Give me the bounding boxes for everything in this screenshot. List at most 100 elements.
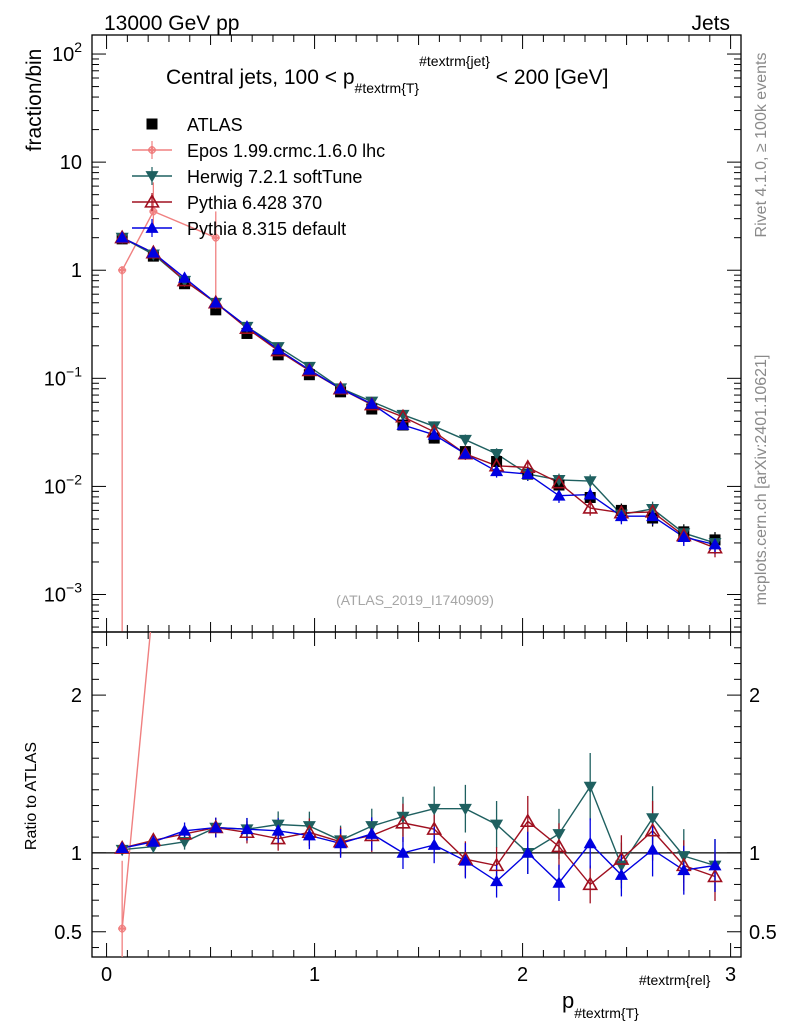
header-left: 13000 GeV pp	[104, 12, 239, 35]
main-ytick-label: 10−1	[44, 363, 82, 390]
ratio-ytick-label: 0.5	[54, 922, 82, 944]
main-ytick-label: 102	[52, 39, 82, 66]
pythia8-marker	[583, 836, 597, 849]
pythia8-marker	[614, 868, 628, 880]
herwig-marker	[396, 409, 410, 422]
legend-label: ATLAS	[187, 115, 243, 135]
pythia8-marker	[552, 489, 566, 501]
x-axis-label: p#textrm{T} #textrm{rel}	[562, 972, 711, 1021]
pythia8-marker	[427, 428, 441, 440]
ratio-ytick-label-right: 0.5	[749, 922, 777, 944]
epos-line	[121, 632, 152, 929]
pythia8-marker	[490, 464, 504, 477]
title-subscript: #textrm{T}	[355, 80, 420, 96]
herwig-marker	[490, 819, 504, 831]
main-ytick-label: 10−2	[44, 471, 82, 498]
rivet-version-label: Rivet 4.1.0, ≥ 100k events	[753, 53, 770, 238]
pythia8-marker	[521, 846, 535, 858]
pythia6-marker	[551, 838, 567, 853]
pythia8-marker	[178, 824, 192, 836]
xtick-label: 0	[101, 964, 112, 986]
xlabel-superscript: #textrm{rel}	[639, 972, 711, 988]
herwig-marker	[427, 421, 441, 433]
xlabel-main: p	[562, 988, 574, 1013]
pythia8-marker	[302, 829, 316, 841]
title-superscript: #textrm{jet}	[419, 53, 490, 69]
herwig-marker	[552, 474, 566, 487]
herwig-marker	[646, 813, 660, 825]
herwig-marker	[583, 781, 597, 794]
pythia6-marker	[426, 821, 443, 835]
pythia8-marker	[115, 841, 129, 854]
pythia6-marker	[644, 822, 661, 837]
pythia8-marker	[708, 858, 722, 871]
epos-marker-ring	[118, 924, 126, 933]
main-ytick-label: 10	[60, 152, 82, 174]
legend-label: Pythia 6.428 370	[187, 193, 322, 213]
pythia8-marker	[115, 231, 129, 243]
mcplots-label: mcplots.cern.ch [arXiv:2401.10621]	[753, 355, 770, 606]
main-ytick-label: 10−3	[44, 580, 82, 607]
header-right: Jets	[691, 12, 730, 35]
pythia8-marker	[146, 835, 160, 847]
main-ylabel: fraction/bin	[23, 49, 46, 152]
pythia8-marker	[271, 342, 285, 355]
pythia8-marker	[396, 846, 410, 858]
main-plot: 102 10 1 10−1 10−2 10−3	[44, 34, 742, 633]
herwig-marker	[365, 821, 379, 833]
herwig-marker	[458, 803, 472, 816]
legend-item-pythia8: Pythia 8.315 default	[132, 219, 346, 239]
main-title: Central jets, 100 < p#textrm{T} #textrm{j…	[166, 53, 608, 96]
analysis-watermark: (ATLAS_2019_I1740909)	[336, 592, 494, 608]
pythia6-marker	[582, 876, 599, 891]
pythia6-marker	[582, 499, 599, 514]
pythia8-marker	[209, 296, 223, 308]
legend-marker	[145, 171, 159, 183]
herwig-marker	[458, 434, 472, 447]
legend-label: Herwig 7.2.1 softTune	[187, 167, 362, 187]
epos-marker-ring	[149, 207, 158, 216]
pythia8-marker	[427, 838, 441, 850]
main-ytick-label: 1	[71, 260, 82, 282]
pythia8-marker	[240, 822, 254, 835]
ratio-markers-layer	[114, 781, 723, 933]
legend: ATLAS Epos 1.99.crmc.1.6.0 lhc Herwig 7.2.…	[132, 115, 385, 239]
pythia8-marker	[458, 854, 472, 866]
ratio-ytick-label: 1	[71, 843, 82, 865]
pythia6-marker	[488, 857, 505, 872]
pythia8-marker	[521, 467, 535, 479]
pythia8-marker	[365, 827, 379, 839]
ratio-frame	[91, 631, 742, 958]
epos-marker-ring	[211, 233, 220, 242]
legend-label: Epos 1.99.crmc.1.6.0 lhc	[187, 141, 385, 161]
pythia6-line	[121, 237, 716, 549]
legend-marker	[146, 118, 158, 130]
pythia6-marker	[519, 813, 536, 827]
pythia8-marker	[708, 538, 722, 550]
ratio-series-layer	[121, 632, 716, 957]
pythia8-marker	[271, 824, 285, 836]
pythia8-marker	[490, 874, 504, 887]
pythia8-line	[121, 237, 716, 546]
legend-item-atlas: ATLAS	[146, 115, 243, 135]
herwig-marker	[583, 476, 597, 488]
main-markers-layer	[114, 207, 723, 554]
legend-item-pythia6: Pythia 6.428 370	[132, 193, 322, 213]
herwig-marker	[646, 503, 660, 516]
pythia6-marker	[270, 830, 287, 845]
pythia6-marker	[395, 814, 411, 829]
epos-marker-ring	[118, 266, 126, 275]
legend-marker	[145, 221, 159, 233]
herwig-marker	[552, 829, 566, 841]
legend-marker	[144, 193, 160, 208]
xtick-label: 1	[309, 964, 320, 986]
ratio-plot: 0 1 2 3 0.5 0.5 1 1 2 2	[54, 631, 777, 986]
pythia8-marker	[178, 271, 192, 283]
pythia8-marker	[334, 382, 348, 394]
herwig-marker	[178, 836, 192, 849]
pythia8-marker	[146, 246, 160, 258]
herwig-marker	[677, 851, 691, 863]
atlas-marker	[210, 304, 222, 316]
legend-marker-ring	[148, 146, 156, 154]
pythia8-marker	[365, 397, 379, 409]
